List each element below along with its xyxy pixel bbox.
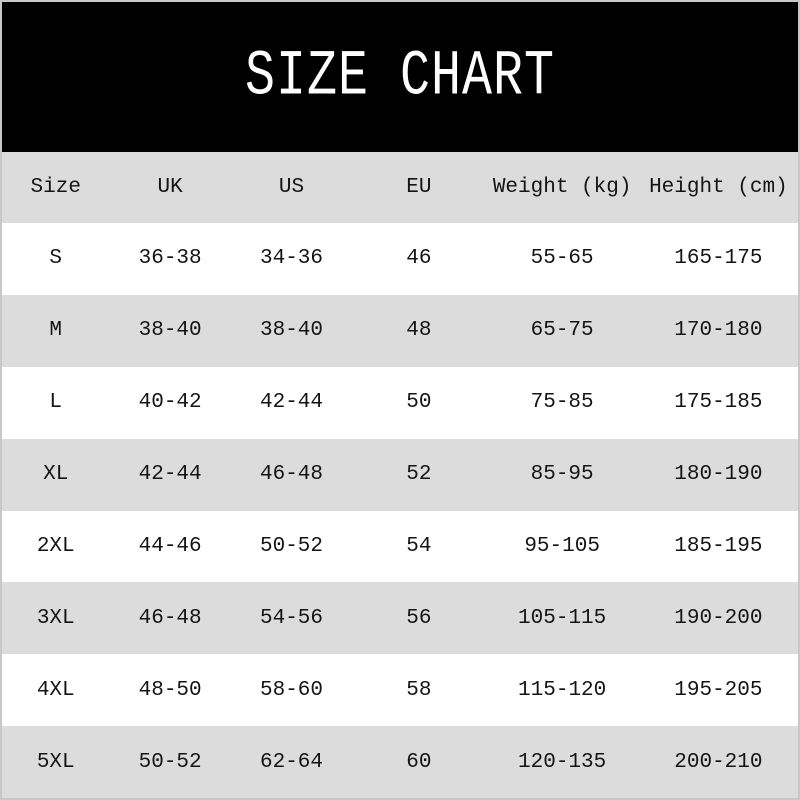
size-row-xl: XL 42-44 46-48 52 85-95 180-190 xyxy=(2,438,798,511)
table-cell: 50-52 xyxy=(138,750,202,774)
size-row-m: M 38-40 38-40 48 65-75 170-180 xyxy=(2,294,798,367)
page-title: SIZE CHART xyxy=(244,40,556,114)
table-cell: 175-185 xyxy=(674,391,763,415)
table-cell: 95-105 xyxy=(524,534,600,558)
table-header-row: Size UK US EU Weight (kg) Height (cm) xyxy=(2,152,798,223)
table-cell: 42-44 xyxy=(260,391,324,415)
table-cell: 105-115 xyxy=(518,606,607,630)
size-row-3xl: 3XL 46-48 54-56 56 105-115 190-200 xyxy=(2,582,798,655)
table-cell: 38-40 xyxy=(138,319,202,343)
title-banner: SIZE CHART xyxy=(2,2,798,152)
table-cell: 54 xyxy=(406,534,432,558)
table-cell: 46 xyxy=(406,247,432,271)
table-cell: M xyxy=(49,319,63,343)
table-cell: 48 xyxy=(406,319,432,343)
table-cell: 5XL xyxy=(36,750,75,774)
size-row-s: S 36-38 34-36 46 55-65 165-175 xyxy=(2,223,798,295)
table-cell: L xyxy=(49,391,63,415)
table-cell: 120-135 xyxy=(518,750,607,774)
table-cell: 40-42 xyxy=(138,391,202,415)
table-body: S 36-38 34-36 46 55-65 165-175 M 38-40 38-40 48 65… xyxy=(2,223,798,798)
table-cell: 36-38 xyxy=(138,247,202,271)
table-cell: S xyxy=(49,247,63,271)
table-cell: 58-60 xyxy=(260,678,324,702)
table-cell: 34-36 xyxy=(260,247,324,271)
column-header-uk: UK xyxy=(157,176,183,199)
table-cell: 185-195 xyxy=(674,534,763,558)
table-cell: 54-56 xyxy=(260,606,324,630)
table-cell: 56 xyxy=(406,606,432,630)
table-cell: 48-50 xyxy=(138,678,202,702)
table-cell: 200-210 xyxy=(674,750,763,774)
table-cell: 4XL xyxy=(36,678,75,702)
table-cell: 46-48 xyxy=(138,606,202,630)
table-cell: 2XL xyxy=(36,534,75,558)
table-cell: 50 xyxy=(406,391,432,415)
table-cell: 195-205 xyxy=(674,678,763,702)
table-cell: 170-180 xyxy=(674,319,763,343)
table-cell: 42-44 xyxy=(138,463,202,487)
table-cell: XL xyxy=(43,463,69,487)
table-cell: 50-52 xyxy=(260,534,324,558)
size-row-2xl: 2XL 44-46 50-52 54 95-105 185-195 xyxy=(2,510,798,583)
size-row-4xl: 4XL 48-50 58-60 58 115-120 195-205 xyxy=(2,654,798,727)
table-cell: 75-85 xyxy=(530,391,594,415)
table-cell: 85-95 xyxy=(530,463,594,487)
table-cell: 62-64 xyxy=(260,750,324,774)
table-cell: 60 xyxy=(406,750,432,774)
column-header-eu: EU xyxy=(406,176,432,199)
table-cell: 190-200 xyxy=(674,606,763,630)
table-cell: 115-120 xyxy=(518,678,607,702)
table-cell: 3XL xyxy=(36,606,75,630)
column-header-weight-kg: Weight (kg) xyxy=(492,176,632,199)
column-header-us: US xyxy=(278,176,305,199)
column-header-height-cm: Height (cm) xyxy=(649,176,788,199)
table-cell: 165-175 xyxy=(674,247,763,271)
table-cell: 58 xyxy=(406,678,432,702)
table-cell: 180-190 xyxy=(674,463,763,487)
size-row-5xl: 5XL 50-52 62-64 60 120-135 200-210 xyxy=(2,726,798,798)
table-cell: 52 xyxy=(406,463,432,487)
table-cell: 65-75 xyxy=(530,319,594,343)
size-table: Size UK US EU Weight (kg) Height (cm) S 36-38 3… xyxy=(2,152,798,798)
size-row-l: L 40-42 42-44 50 75-85 175-185 xyxy=(2,366,798,439)
table-cell: 38-40 xyxy=(260,319,324,343)
table-cell: 44-46 xyxy=(138,534,202,558)
table-cell: 46-48 xyxy=(260,463,324,487)
table-cell: 55-65 xyxy=(530,247,594,271)
column-header-size: Size xyxy=(30,176,81,199)
